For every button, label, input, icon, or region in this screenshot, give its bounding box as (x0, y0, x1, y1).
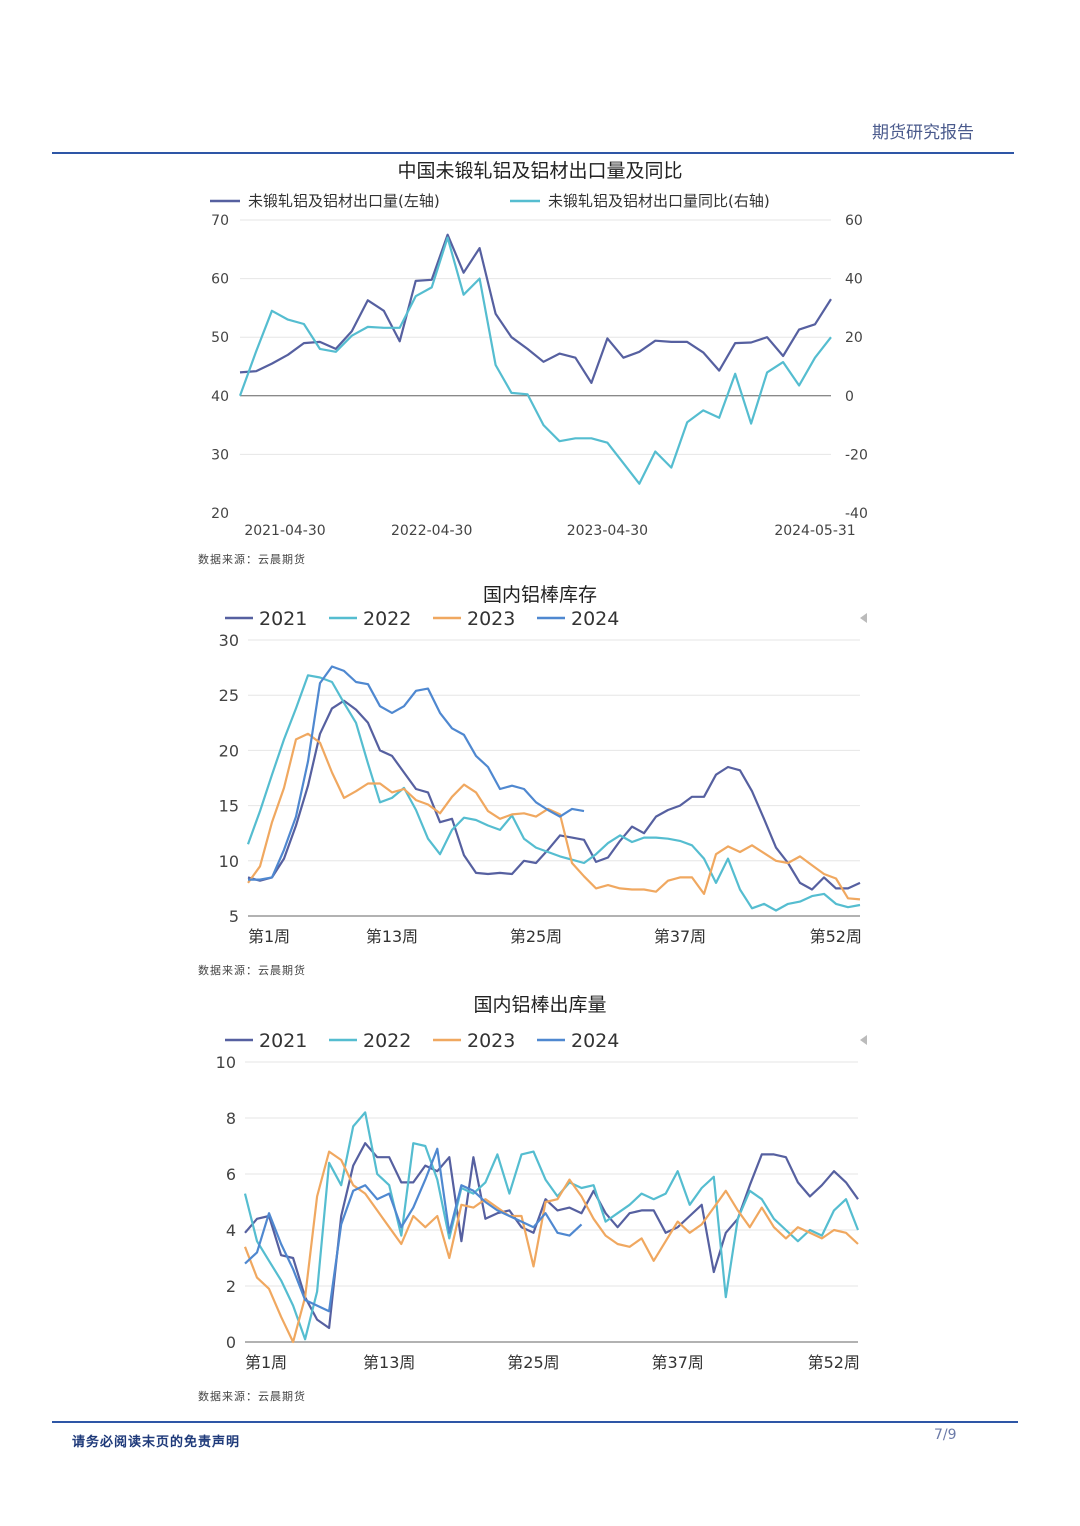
series-line-2021 (247, 699, 861, 891)
x-tick: 第1周 (248, 927, 290, 946)
report-title: 期货研究报告 (872, 123, 974, 143)
chart2-source: 数据来源：云晨期货 (198, 964, 306, 977)
legend-label-2024: 2024 (571, 608, 619, 630)
header-rule (52, 152, 1014, 154)
footer-rule (52, 1421, 1018, 1423)
legend-label-2021: 2021 (259, 1030, 307, 1052)
legend-label-2023: 2023 (467, 608, 515, 630)
series-line-2023 (243, 1150, 859, 1344)
series-line-2024 (248, 665, 585, 881)
x-tick: 2023-04-30 (567, 523, 648, 539)
x-tick: 第13周 (363, 1353, 415, 1372)
series-line-2022 (243, 1111, 860, 1341)
y-tick: 4 (226, 1221, 236, 1240)
y-tick: 10 (219, 852, 239, 871)
x-tick: 第25周 (510, 927, 562, 946)
series-line-1 (239, 233, 832, 384)
chart3-title: 国内铝棒出库量 (473, 994, 607, 1016)
legend-label-2021: 2021 (259, 608, 307, 630)
x-tick: 第37周 (652, 1353, 704, 1372)
y-left-tick: 70 (211, 213, 229, 229)
y-tick: 8 (226, 1109, 236, 1128)
y-left-tick: 20 (211, 506, 229, 522)
y-right-tick: 60 (845, 213, 863, 229)
page-number: 7/9 (934, 1427, 957, 1443)
legend-scroll-icon (860, 613, 867, 623)
y-tick: 20 (219, 741, 239, 760)
y-tick: 0 (226, 1333, 236, 1352)
legend-label-1: 未锻轧铝及铝材出口量(左轴) (248, 192, 440, 210)
legend-label-2024: 2024 (571, 1030, 619, 1052)
y-tick: 5 (229, 907, 239, 926)
series-line-2023 (247, 732, 861, 901)
series-line-2 (238, 236, 832, 485)
chart3-svg: 2021 2022 2023 2024 0 2 4 6 8 10 第1周 第13周 第25周 第37周 第5… (216, 1030, 867, 1372)
y-left-tick: 60 (211, 272, 229, 288)
series-line-2022 (246, 674, 861, 912)
series-line-2024 (244, 1147, 583, 1313)
chart1-source: 数据来源：云晨期货 (198, 553, 306, 566)
y-tick: 25 (219, 686, 239, 705)
y-tick: 30 (219, 631, 239, 650)
x-tick: 2021-04-30 (244, 523, 325, 539)
legend-scroll-icon (860, 1035, 867, 1045)
y-left-tick: 30 (211, 447, 229, 463)
chart3-source: 数据来源：云晨期货 (198, 1390, 306, 1403)
y-right-tick: -40 (845, 506, 868, 522)
series-line-2021 (244, 1142, 859, 1330)
legend-label-2: 未锻轧铝及铝材出口量同比(右轴) (548, 192, 770, 210)
x-tick: 第37周 (654, 927, 706, 946)
x-tick: 第1周 (245, 1353, 287, 1372)
y-tick: 15 (219, 797, 239, 816)
y-left-tick: 40 (211, 389, 229, 405)
x-tick: 第52周 (808, 1353, 860, 1372)
legend-label-2022: 2022 (363, 1030, 411, 1052)
chart1-svg: 未锻轧铝及铝材出口量(左轴) 未锻轧铝及铝材出口量同比(右轴) 20 30 40 50 60… (210, 192, 868, 539)
x-tick: 第25周 (507, 1353, 559, 1372)
y-tick: 6 (226, 1165, 236, 1184)
y-right-tick: 40 (845, 272, 863, 288)
y-right-tick: 20 (845, 330, 863, 346)
x-tick: 第13周 (366, 927, 418, 946)
chart2-title: 国内铝棒库存 (482, 584, 597, 606)
x-tick: 2024-05-31 (774, 523, 855, 539)
chart1-title: 中国未锻轧铝及铝材出口量及同比 (397, 160, 683, 182)
y-left-tick: 50 (211, 330, 229, 346)
legend-label-2022: 2022 (363, 608, 411, 630)
x-tick: 第52周 (810, 927, 862, 946)
disclaimer-text: 请务必阅读末页的免责声明 (72, 1435, 241, 1450)
y-tick: 2 (226, 1277, 236, 1296)
x-tick: 2022-04-30 (391, 523, 472, 539)
chart2-svg: 2021 2022 2023 2024 5 10 15 20 25 30 第1周 第13周 第25周 第3… (219, 608, 867, 946)
y-right-tick: 0 (845, 389, 854, 405)
legend-label-2023: 2023 (467, 1030, 515, 1052)
y-right-tick: -20 (845, 447, 868, 463)
y-tick: 10 (216, 1053, 236, 1072)
